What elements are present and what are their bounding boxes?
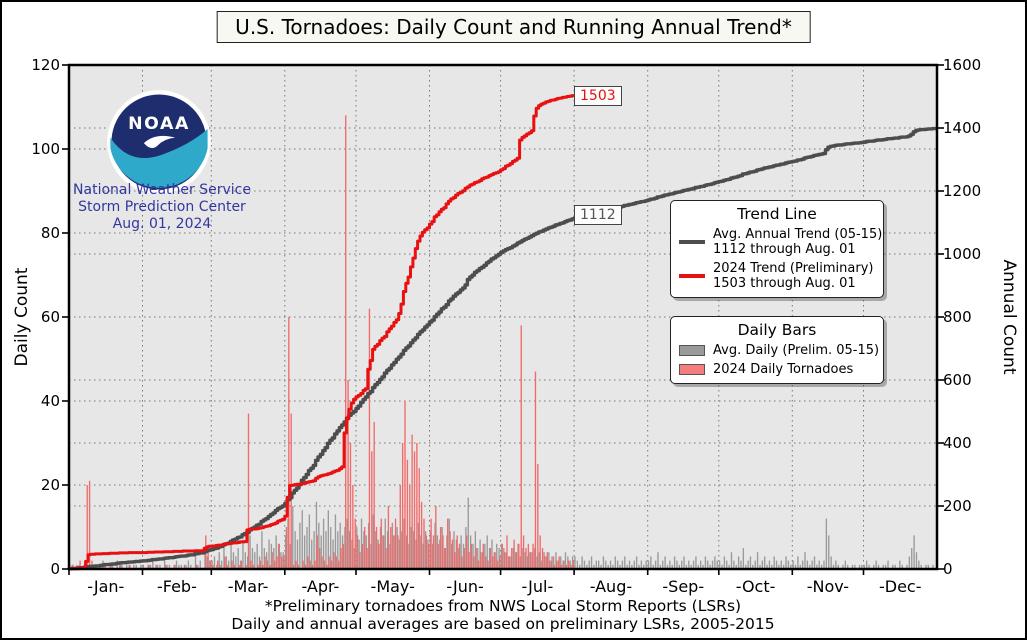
y-left-tick-label: 20 (40, 476, 60, 494)
x-axis-month-label: -Jan- (87, 577, 125, 596)
x-axis-month-label: -Oct- (735, 577, 776, 596)
legend-entry-2024-trend: 2024 Trend (Preliminary) 1503 through Au… (679, 261, 875, 291)
y-right-tick-label: 200 (943, 497, 972, 515)
annotation-avg-total: 1112 (574, 205, 622, 225)
x-axis-month-label: -Dec- (878, 577, 922, 596)
legend-trend-title: Trend Line (737, 205, 817, 223)
avg-trend-line-swatch (679, 240, 705, 244)
y-left-tick-label: 40 (40, 392, 60, 410)
x-axis-month-label: -Nov- (806, 577, 850, 596)
page-title: U.S. Tornadoes: Daily Count and Running … (216, 11, 811, 43)
noaa-logo: NOAA (107, 90, 211, 194)
y-axis-right-title: Annual Count (999, 259, 1019, 375)
chart-date: Aug. 01, 2024 (112, 216, 212, 232)
legend-entry-avg-daily: Avg. Daily (Prelim. 05-15) (679, 343, 879, 358)
y-right-tick-label: 400 (943, 434, 972, 452)
noaa-logo-acronym: NOAA (128, 114, 190, 134)
y-right-tick-label: 1000 (943, 245, 982, 263)
legend-entry-label: Avg. Daily (Prelim. 05-15) (713, 343, 880, 358)
legend-entry-2024-daily: 2024 Daily Tornadoes (679, 362, 875, 377)
daily-2024-bar-swatch (679, 364, 705, 375)
seagull-icon (143, 135, 176, 149)
y-right-tick-label: 1200 (943, 182, 982, 200)
legend-daily-bars: Daily Bars Avg. Daily (Prelim. 05-15) 20… (670, 316, 884, 384)
x-axis-month-label: -Jun- (446, 577, 484, 596)
avg-daily-bar-swatch (679, 345, 705, 356)
y-right-tick-label: 800 (943, 308, 972, 326)
legend-bars-title: Daily Bars (737, 321, 817, 339)
y-left-tick-label: 0 (50, 560, 60, 578)
y-right-tick-label: 600 (943, 371, 972, 389)
x-axis-month-label: -Mar- (227, 577, 269, 596)
agency-line-spc: Storm Prediction Center (78, 199, 246, 215)
x-axis-month-label: -Apr- (301, 577, 340, 596)
y-left-tick-label: 80 (40, 224, 60, 242)
legend-label-line: Avg. Annual Trend (05-15) (713, 227, 883, 242)
y-left-tick-label: 120 (31, 56, 60, 74)
agency-line-nws: National Weather Service (73, 182, 251, 198)
noaa-logo-wave (110, 129, 208, 188)
legend-label-line: 1503 through Aug. 01 (713, 276, 856, 291)
y-left-tick-label: 60 (40, 308, 60, 326)
footer-note-1: *Preliminary tornadoes from NWS Local St… (264, 597, 742, 615)
y-right-tick-label: 1400 (943, 119, 982, 137)
legend-entry-label: Avg. Annual Trend (05-15) 1112 through A… (713, 227, 882, 257)
legend-trend-line: Trend Line Avg. Annual Trend (05-15) 111… (670, 200, 884, 298)
legend-entry-avg-trend: Avg. Annual Trend (05-15) 1112 through A… (679, 227, 882, 257)
annotation-2024-total: 1503 (574, 86, 622, 106)
x-axis-month-label: -May- (370, 577, 415, 596)
x-axis-month-label: -Sep- (662, 577, 705, 596)
legend-entry-label: 2024 Daily Tornadoes (713, 362, 854, 377)
x-axis-month-label: -Jul- (521, 577, 554, 596)
legend-entry-label: 2024 Trend (Preliminary) 1503 through Au… (713, 261, 873, 291)
x-axis-month-label: -Feb- (156, 577, 197, 596)
y-left-tick-label: 100 (31, 140, 60, 158)
footer-note-2: Daily and annual averages are based on p… (231, 615, 775, 633)
y-right-tick-label: 1600 (943, 56, 982, 74)
agency-text-block: National Weather Service Storm Predictio… (32, 182, 292, 233)
x-axis-month-label: -Aug- (589, 577, 633, 596)
legend-label-line: 2024 Trend (Preliminary) (713, 261, 874, 276)
y-right-tick-label: 0 (943, 560, 953, 578)
trend-2024-line-swatch (679, 274, 705, 278)
legend-label-line: 1112 through Aug. 01 (713, 242, 856, 257)
